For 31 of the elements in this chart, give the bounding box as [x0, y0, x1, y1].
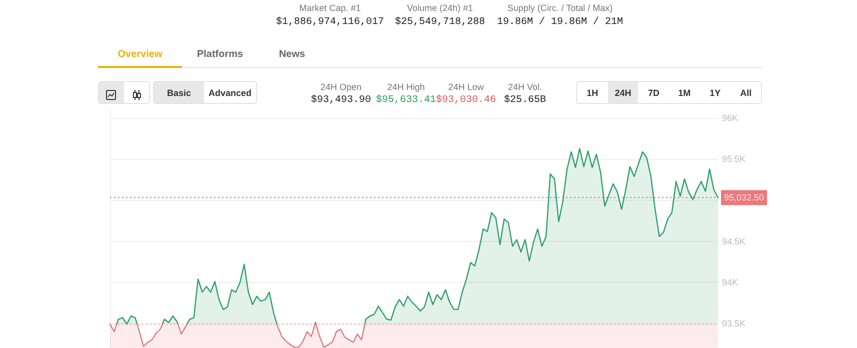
text: 19.86M / 19.86M / 21M — [496, 17, 624, 28]
y-tick-label: 94K — [722, 277, 738, 288]
text: News — [278, 49, 306, 60]
text: Overview — [118, 49, 162, 60]
ref-line-label: 95,032.50 — [724, 192, 764, 203]
text: 24H Vol. — [508, 82, 542, 92]
text: 24H — [608, 82, 638, 103]
text: 1M — [677, 86, 692, 100]
text: Basic — [154, 82, 204, 103]
text: Platforms — [196, 49, 244, 60]
y-tick-label: 95.5K — [722, 154, 746, 164]
text: Volume (24h) #1 — [406, 3, 474, 13]
text: $93,030.46 — [436, 95, 496, 106]
y-tick-label: 96K — [722, 113, 738, 124]
text: 1Y — [708, 86, 722, 100]
text: 7D — [646, 86, 660, 100]
text: Advanced — [207, 86, 252, 100]
y-tick-label: 93.5K — [722, 318, 746, 328]
text: $95,633.41 — [376, 95, 436, 106]
text: $25.65B — [504, 95, 546, 106]
text: 1H — [586, 86, 600, 100]
text: Supply (Circ. / Total / Max) — [507, 3, 613, 13]
text: 24H Open — [320, 82, 362, 92]
text: Market Cap. #1 — [299, 3, 361, 13]
text: 24H Low — [448, 82, 484, 92]
text: $93,493.90 — [310, 95, 372, 106]
text: 24H High — [387, 82, 425, 92]
text: $1,886,974,116,017 — [276, 17, 384, 28]
y-tick-label: 94.5K — [722, 236, 746, 246]
text: $25,549,718,288 — [394, 17, 486, 28]
text: All — [739, 86, 753, 100]
